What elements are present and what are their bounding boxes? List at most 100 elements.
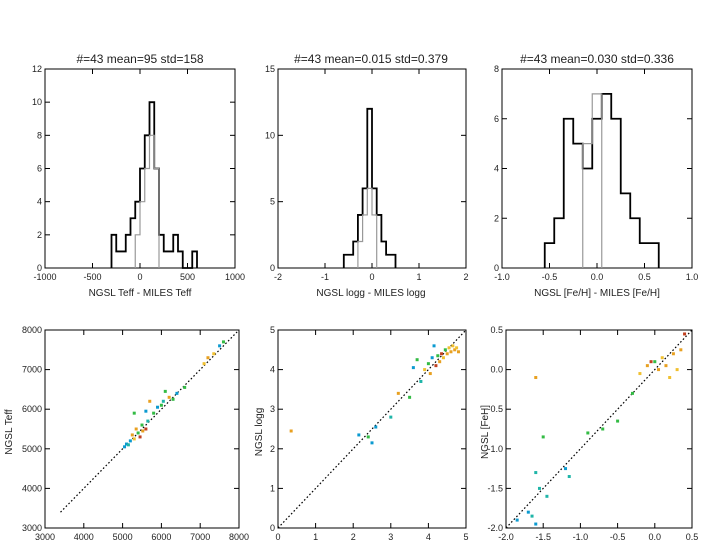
y-tick-label: 0.0 bbox=[490, 365, 503, 375]
panel-feh-scatter: NGSL [FeH] -2.0 -1.5 -1.0 -0.5 0.0 0.5 -2.0 -1.… bbox=[480, 325, 698, 540]
scatter-point bbox=[675, 368, 679, 372]
panel-feh-hist: #=43 mean=0.030 std=0.336 NGSL [Fe/H] - … bbox=[494, 52, 698, 299]
y-tick-label: 5000 bbox=[22, 444, 42, 454]
y-tick-label: 6 bbox=[494, 114, 499, 124]
panel-teff-scatter: NGSL Teff 3000 4000 5000 6000 7000 8000 3000 40… bbox=[4, 325, 249, 540]
histogram-all bbox=[110, 101, 198, 269]
scatter-point bbox=[451, 344, 455, 348]
scatter-point bbox=[430, 356, 434, 360]
x-tick-label: -2 bbox=[274, 272, 282, 282]
y-tick-label: 0.5 bbox=[490, 325, 503, 335]
y-tick-label: 10 bbox=[32, 97, 42, 107]
y-tick-label: -1.0 bbox=[487, 444, 503, 454]
scatter-point bbox=[289, 429, 293, 433]
x-axis-label: NGSL [Fe/H] - MILES [Fe/H] bbox=[534, 288, 660, 299]
scatter-point bbox=[638, 372, 642, 376]
plot-frame bbox=[277, 329, 467, 529]
one-to-one-line bbox=[277, 329, 467, 529]
y-tick-label: 8 bbox=[37, 130, 42, 140]
scatter-point bbox=[530, 514, 534, 518]
x-tick-label: -500 bbox=[83, 272, 101, 282]
x-tick-label: -1000 bbox=[33, 272, 56, 282]
x-tick-label: -1 bbox=[321, 272, 329, 282]
y-tick-label: 0 bbox=[494, 263, 499, 273]
scatter-point bbox=[408, 395, 412, 399]
scatter-point bbox=[534, 376, 538, 380]
scatter-point bbox=[534, 522, 538, 526]
y-tick-label: 4 bbox=[494, 164, 499, 174]
y-tick-label: 5 bbox=[270, 197, 275, 207]
y-tick-label: 3000 bbox=[22, 523, 42, 533]
scatter-point bbox=[679, 348, 683, 352]
scatter-point bbox=[202, 362, 206, 366]
scatter-point bbox=[138, 435, 142, 439]
x-tick-label: 0.0 bbox=[649, 532, 662, 540]
y-tick-label: -0.5 bbox=[487, 404, 503, 414]
scatter-point bbox=[645, 364, 649, 368]
scatter-point bbox=[130, 433, 134, 437]
panel-logg-hist: #=43 mean=0.015 std=0.379 NGSL logg - MI… bbox=[265, 52, 469, 299]
panel-title: #=43 mean=95 std=158 bbox=[76, 52, 203, 66]
x-tick-label: 7000 bbox=[190, 532, 210, 540]
one-to-one-line bbox=[505, 329, 693, 529]
scatter-point bbox=[126, 443, 130, 447]
x-tick-label: -1.0 bbox=[494, 272, 510, 282]
x-tick-label: -2.0 bbox=[498, 532, 514, 540]
scatter-point bbox=[428, 372, 432, 376]
scatter-point bbox=[389, 415, 393, 419]
scatter-point bbox=[141, 429, 145, 433]
x-tick-label: 1000 bbox=[225, 272, 245, 282]
x-tick-label: 0 bbox=[369, 272, 374, 282]
scatter-point bbox=[374, 425, 378, 429]
scatter-point bbox=[212, 352, 216, 356]
scatter-point bbox=[447, 346, 451, 350]
x-tick-label: 4 bbox=[426, 532, 431, 540]
scatter-point bbox=[423, 368, 427, 372]
scatter-point bbox=[167, 395, 171, 399]
x-tick-label: -1.5 bbox=[535, 532, 551, 540]
scatter-point bbox=[146, 419, 150, 423]
panel-teff-hist: #=43 mean=95 std=158 NGSL Teff - MILES T… bbox=[32, 52, 245, 299]
scatter-point bbox=[136, 431, 140, 435]
y-tick-label: 0 bbox=[270, 523, 275, 533]
plot-frame bbox=[501, 68, 693, 269]
x-tick-label: 3000 bbox=[35, 532, 55, 540]
y-tick-label: 0 bbox=[37, 263, 42, 273]
x-tick-label: 1 bbox=[313, 532, 318, 540]
y-tick-label: 10 bbox=[265, 130, 275, 140]
y-tick-label: 4 bbox=[270, 365, 275, 375]
scatter-point bbox=[434, 364, 438, 368]
y-tick-label: -1.5 bbox=[487, 483, 503, 493]
x-tick-label: 0 bbox=[275, 532, 280, 540]
scatter-point bbox=[171, 397, 175, 401]
y-tick-label: 2 bbox=[494, 213, 499, 223]
y-tick-label: 2 bbox=[270, 444, 275, 454]
scatter-point bbox=[411, 366, 415, 370]
scatter-point bbox=[140, 423, 144, 427]
panel-logg-scatter: NGSL logg 0 1 2 3 4 5 0 1 2 3 4 5 bbox=[254, 325, 469, 540]
y-tick-label: 8 bbox=[494, 64, 499, 74]
scatter-point bbox=[134, 427, 138, 431]
y-axis-label: NGSL [FeH] bbox=[480, 405, 491, 459]
scatter-point bbox=[664, 364, 668, 368]
x-tick-label: 4000 bbox=[74, 532, 94, 540]
y-tick-label: 6000 bbox=[22, 404, 42, 414]
scatter-point bbox=[432, 344, 436, 348]
x-axis-label: NGSL Teff - MILES Teff bbox=[89, 288, 192, 299]
x-tick-label: 1.0 bbox=[686, 272, 699, 282]
y-tick-label: 2 bbox=[37, 230, 42, 240]
plot-frame bbox=[44, 329, 240, 529]
scatter-point bbox=[206, 356, 210, 360]
x-tick-label: 1 bbox=[416, 272, 421, 282]
x-tick-label: 5000 bbox=[113, 532, 133, 540]
scatter-point bbox=[396, 391, 400, 395]
scatter-point bbox=[657, 368, 661, 372]
scatter-point bbox=[440, 352, 444, 356]
scatter-point bbox=[564, 467, 568, 471]
x-tick-label: 2 bbox=[351, 532, 356, 540]
plot-frame bbox=[505, 329, 693, 529]
scatter-point bbox=[449, 350, 453, 354]
y-tick-label: 7000 bbox=[22, 365, 42, 375]
y-tick-label: 6 bbox=[37, 164, 42, 174]
